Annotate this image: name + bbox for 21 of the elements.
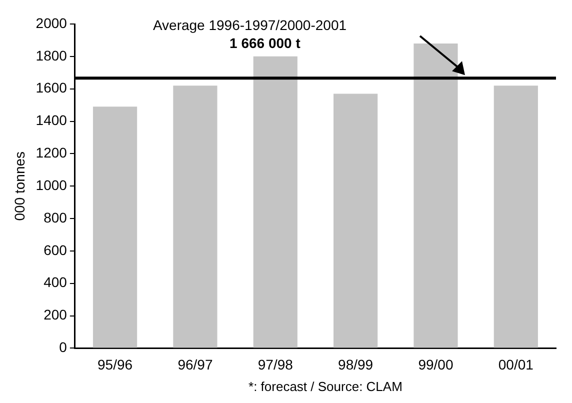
- y-tick-label: 600: [44, 242, 68, 258]
- y-tick-label: 1400: [36, 112, 68, 128]
- y-tick-label: 800: [44, 209, 68, 226]
- x-tick-label: 98/99: [338, 356, 374, 372]
- annotation: 1 666 000 t: [230, 35, 301, 52]
- x-tick-label: 95/96: [98, 356, 133, 372]
- y-tick-label: 1200: [36, 144, 68, 161]
- y-tick-label: 200: [44, 306, 68, 323]
- y-tick-label: 1600: [36, 80, 68, 96]
- x-tick-label: 96/97: [178, 356, 213, 372]
- y-axis-title: 000 tonnes: [11, 151, 28, 221]
- y-tick-label: 400: [44, 274, 68, 290]
- y-tick-label: 0: [59, 339, 68, 356]
- x-tick-label: 99/00: [418, 356, 454, 372]
- x-tick-label: 97/98: [258, 356, 294, 372]
- ref-line-label: Average 1996-1997/2000-2001: [152, 17, 347, 33]
- y-tick-label: 2000: [36, 14, 68, 31]
- y-tick-label: 1000: [36, 176, 68, 193]
- text: *: forecast / Source: CLAM: [248, 379, 402, 394]
- x-tick-label: 00/01: [498, 356, 534, 372]
- y-tick-label: 1800: [36, 47, 68, 64]
